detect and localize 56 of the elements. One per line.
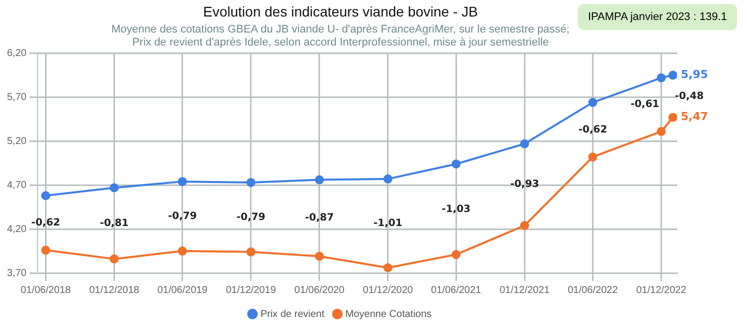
chart-subtitle: Moyenne des cotations GBEA du JB viande U- d'après FranceAgriMer, sur le semestre passé; Prix de revient d'après Idele, selon accord Interprofessionnel, mise à jour semestrielle — [111, 23, 570, 49]
annotation: -1,01 — [374, 218, 402, 229]
point — [246, 247, 256, 256]
point — [668, 112, 677, 122]
point — [383, 174, 392, 184]
point — [588, 152, 598, 162]
annotation: -0,61 — [630, 99, 660, 110]
point — [110, 183, 119, 192]
legend-label: Moyenne Cotations — [345, 308, 432, 320]
data-label: 5,47 — [680, 110, 708, 124]
point — [246, 178, 256, 187]
annotation: -0,79 — [236, 212, 266, 223]
annotation: -0,62 — [578, 124, 608, 136]
point — [178, 246, 187, 256]
data-label: 5,95 — [680, 68, 708, 82]
y-tick-label: 6,20 — [6, 48, 27, 59]
point — [452, 250, 461, 260]
x-tick-label: 01/12/2021 — [500, 284, 550, 296]
point — [314, 252, 324, 261]
x-tick-label: 01/12/2022 — [636, 284, 687, 296]
annotation: -0,93 — [510, 179, 540, 190]
y-tick-label: 4,70 — [6, 180, 27, 191]
point — [588, 98, 598, 107]
x-tick-label: 01/06/2022 — [568, 284, 618, 296]
point — [110, 254, 119, 264]
x-tick-label: 01/06/2021 — [431, 284, 482, 296]
x-tick-label: 01/06/2018 — [20, 284, 72, 296]
annotation: -0,87 — [305, 212, 334, 224]
point — [314, 175, 324, 184]
x-tick-label: 01/06/2020 — [294, 284, 345, 296]
point — [668, 70, 677, 80]
y-tick-label: 5,70 — [6, 92, 27, 103]
x-tick-label: 01/12/2018 — [89, 284, 140, 296]
point — [520, 139, 530, 148]
annotation: -0,48 — [674, 90, 704, 102]
point — [520, 221, 530, 230]
point — [41, 246, 50, 255]
chart-title: Evolution des indicateurs viande bovine - JB — [203, 3, 478, 20]
point — [656, 73, 666, 82]
annotation: -1,03 — [442, 204, 471, 215]
point — [383, 263, 392, 272]
annotation: -0,79 — [168, 210, 197, 222]
x-tick-label: 01/12/2019 — [226, 284, 276, 296]
point — [452, 159, 461, 168]
callout-box: IPAMPA janvier 2023 : 139.1 — [578, 4, 737, 30]
point — [178, 177, 187, 186]
annotation: -0,62 — [31, 217, 60, 228]
legend-label: Prix de revient — [260, 308, 325, 320]
point — [41, 191, 50, 200]
x-tick-label: 01/12/2020 — [362, 284, 414, 296]
annotation: -0,81 — [100, 218, 129, 229]
point — [656, 126, 666, 136]
y-tick-label: 4,20 — [6, 224, 27, 235]
y-tick-label: 3,70 — [6, 268, 27, 279]
y-tick-label: 5,20 — [6, 136, 27, 147]
x-tick-label: 01/06/2019 — [157, 284, 208, 296]
